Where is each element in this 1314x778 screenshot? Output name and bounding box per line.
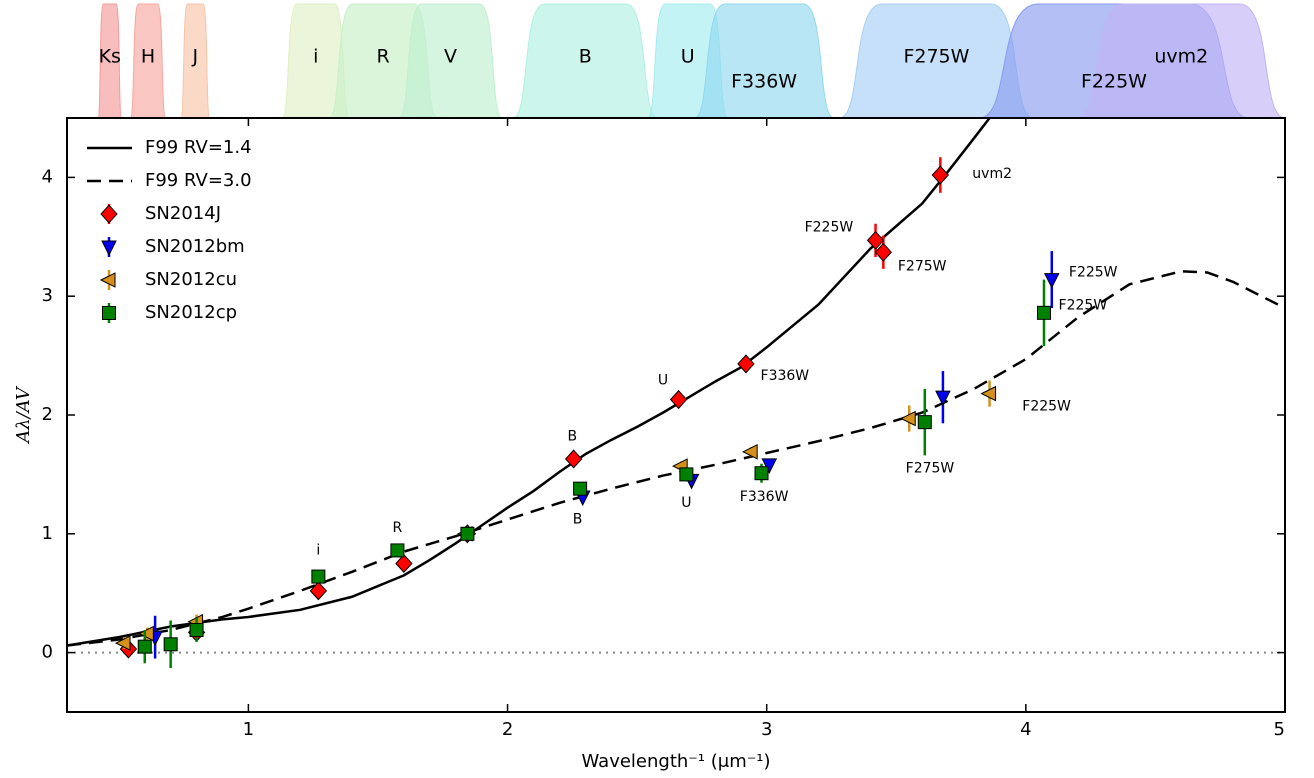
filter-label: uvm2 [1154, 46, 1208, 68]
y-tick-label: 2 [42, 404, 53, 425]
filter-label: F275W [903, 46, 969, 68]
model-curve [67, 269, 1285, 647]
data-point [309, 581, 328, 601]
y-tick-label: 1 [42, 523, 53, 544]
data-point [917, 415, 932, 430]
filter-label: B [579, 46, 592, 68]
data-point [980, 385, 997, 402]
data-point [573, 481, 588, 496]
data-point [114, 635, 131, 651]
data-point [761, 458, 778, 475]
annotation: B [573, 512, 583, 528]
annotation: F275W [898, 259, 947, 275]
x-tick-label: 5 [1274, 719, 1285, 740]
data-point [931, 165, 950, 185]
filter-band [97, 3, 122, 118]
filter-label: F225W [1081, 71, 1147, 93]
data-point [742, 444, 758, 460]
legend-label: SN2012cu [145, 269, 237, 290]
annotation: F225W [1022, 399, 1071, 415]
legend-label: F99 RV=1.4 [145, 137, 252, 158]
annotation: uvm2 [972, 166, 1012, 182]
data-point [460, 526, 475, 541]
annotation: F336W [740, 489, 789, 505]
filter-label: J [191, 46, 198, 68]
annotation: U [658, 373, 668, 389]
filter-band [512, 3, 659, 118]
filter-band [180, 3, 211, 118]
legend-label: SN2014J [145, 203, 221, 224]
data-point [1043, 273, 1060, 289]
filter-band [130, 3, 166, 118]
annotation: U [681, 495, 691, 511]
filter-label: F336W [731, 71, 797, 93]
legend-marker [101, 240, 117, 257]
x-tick-label: 4 [1020, 719, 1031, 740]
data-point [866, 230, 885, 250]
data-point [874, 242, 892, 262]
annotation: F225W [1069, 264, 1118, 280]
data-point [754, 466, 769, 481]
filter-strip [97, 3, 1285, 118]
annotation: B [568, 428, 578, 444]
data-point [737, 354, 755, 374]
data-point [137, 639, 152, 654]
filter-label: U [681, 46, 695, 68]
data-point [1036, 305, 1051, 320]
filter-label: R [377, 46, 390, 68]
data-point [395, 553, 413, 574]
x-tick-label: 1 [243, 719, 254, 740]
data-point [564, 449, 583, 469]
filter-label: i [313, 46, 318, 68]
data-point [138, 625, 154, 642]
data-point [669, 390, 688, 410]
legend: F99 RV=1.4 F99 RV=3.0 SN2014J SN2012bm SN201… [87, 137, 252, 323]
data-point [935, 390, 951, 407]
annotation: F225W [1059, 298, 1108, 314]
annotation: i [316, 542, 320, 558]
y-tick-label: 3 [42, 285, 53, 306]
legend-marker [100, 204, 118, 224]
annotation: F225W [805, 219, 854, 235]
legend-marker [99, 272, 116, 288]
data-point [163, 637, 178, 652]
data-point [311, 569, 326, 584]
x-tick-label: 2 [502, 719, 513, 740]
filter-label: Ks [99, 46, 121, 68]
model-curve [67, 118, 991, 647]
data-point [390, 543, 405, 558]
x-tick-label: 3 [761, 719, 772, 740]
data-point [189, 623, 204, 638]
annotation: F336W [761, 368, 810, 384]
annotation: F275W [906, 460, 955, 476]
annotation: R [393, 520, 403, 536]
legend-label: SN2012bm [145, 236, 245, 257]
legend-label: F99 RV=3.0 [145, 170, 252, 191]
y-tick-label: 4 [42, 166, 53, 187]
data-point [900, 410, 916, 427]
y-tick-label: 0 [42, 642, 53, 663]
legend-label: SN2012cp [145, 302, 237, 323]
plot-area [67, 118, 1285, 669]
filter-label: V [444, 46, 457, 68]
data-point [679, 467, 694, 482]
filter-band [398, 3, 503, 118]
filter-band [693, 3, 835, 118]
legend-marker [102, 306, 116, 320]
x-axis-label: Wavelength⁻¹ (μm⁻¹) [582, 751, 771, 772]
y-axis-label: Aλ/AV [13, 385, 34, 445]
filter-label: H [141, 46, 155, 68]
plot-frame [66, 117, 1286, 713]
filter-band [1077, 3, 1285, 118]
